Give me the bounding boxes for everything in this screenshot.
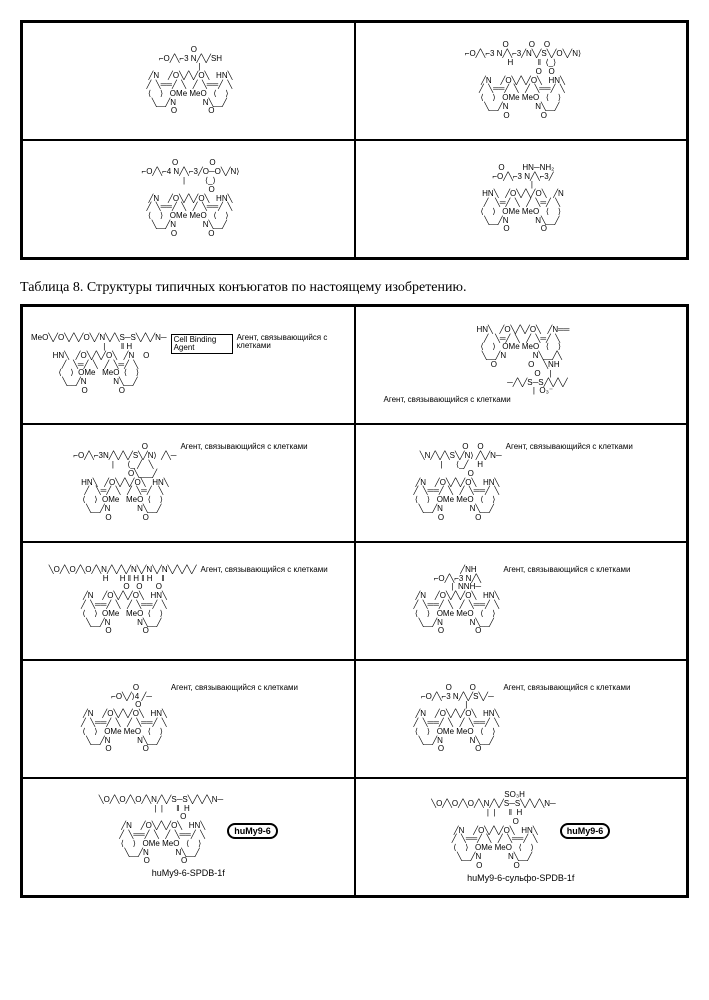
chem-structure: MeO╲╱O╲╱╲╱O╲╱N╲╱╲S─S╲╱╲╱N─ | ‖ H HN╲ ╱O╲… bbox=[31, 334, 167, 396]
main-cell-6: ╱NH ⌐O╱╲⌐3 N╱╲ | NNH─ ╱N ╱O╲╱╲╱O╲ HN╲ ╱ … bbox=[355, 542, 688, 660]
chem-structure: O ⌐O╱╲⌐3N╱╲╱╲╱S╲╱N⟩ ╱╲─ | ⟨_ ╱ ╲ O╲___╱ … bbox=[69, 443, 177, 522]
compound-name: huMy9-6-SPDB-1f bbox=[152, 868, 225, 878]
chem-structure: ╱NH ⌐O╱╲⌐3 N╱╲ | NNH─ ╱N ╱O╲╱╲╱O╲ HN╲ ╱ … bbox=[411, 566, 499, 636]
chem-structure: ╲O╱╲O╱╲O╱╲N╱╲╱S─S╲╱╲╱╲N─ | | ‖ H O ╱N ╱O… bbox=[99, 796, 223, 866]
top-structures-grid: O ⌐O╱╲⌐3 N╱╲╱SH | ╱N ╱O╲╱╲╱O╲ HN╲ ╱ ╲══╱… bbox=[20, 20, 689, 260]
agent-label: Агент, связывающийся с клетками bbox=[503, 566, 630, 574]
top-cell-4: O HN─NH₂ ⌐O╱╲⌐3 N╱╲⌐3╱ | HN╲ ╱O╲╱╲╱O╲ ╱N… bbox=[355, 140, 688, 258]
cba-box-label: Cell Binding Agent bbox=[171, 334, 233, 354]
top-cell-1: O ⌐O╱╲⌐3 N╱╲╱SH | ╱N ╱O╲╱╲╱O╲ HN╲ ╱ ╲══╱… bbox=[22, 22, 355, 140]
agent-label: Агент, связывающийся с клетками bbox=[506, 443, 633, 451]
compound-name: huMy9-6-сульфо-SPDB-1f bbox=[467, 873, 574, 883]
main-cell-2: HN╲ ╱O╲╱╲╱O╲ ╱N══ ╱ ╲═╱ ╲ ╱ ╲═╱ ╲ ⟨ ⟩ OM… bbox=[355, 306, 688, 424]
chem-structure: O ⌐O╲╱⟩4 ╱─ O ╱N ╱O╲╱╲╱O╲ HN╲ ╱ ╲══╱ ╲ ╱… bbox=[79, 684, 167, 754]
main-cell-7: O ⌐O╲╱⟩4 ╱─ O ╱N ╱O╲╱╲╱O╲ HN╲ ╱ ╲══╱ ╲ ╱… bbox=[22, 660, 355, 778]
chem-structure: O O ╲N╱╲╱╲S╲╱N⟩ ╱╲╱N─ | ⟨_╱ H O ╱N ╱O╲╱╲… bbox=[409, 443, 502, 522]
main-cell-3: O ⌐O╱╲⌐3N╱╲╱╲╱S╲╱N⟩ ╱╲─ | ⟨_ ╱ ╲ O╲___╱ … bbox=[22, 424, 355, 542]
chem-structure: O O ⌐O╱╲⌐4 N╱╲⌐3╱O─O╲╱N⟩ | ⟨_⟩ O ╱N ╱O╲╱… bbox=[137, 159, 239, 238]
agent-label: Агент, связывающийся с клетками bbox=[171, 684, 298, 692]
main-conjugates-grid: MeO╲╱O╲╱╲╱O╲╱N╲╱╲S─S╲╱╲╱N─ | ‖ H HN╲ ╱O╲… bbox=[20, 304, 689, 898]
main-cell-4: O O ╲N╱╲╱╲S╲╱N⟩ ╱╲╱N─ | ⟨_╱ H O ╱N ╱O╲╱╲… bbox=[355, 424, 688, 542]
main-cell-10: SO₃H ╲O╱╲O╱╲O╱╲N╱╲╱S─S╲╱╲╱╲N─ | | ‖ H O … bbox=[355, 778, 688, 896]
chem-structure: HN╲ ╱O╲╱╲╱O╲ ╱N══ ╱ ╲═╱ ╲ ╱ ╲═╱ ╲ ⟨ ⟩ OM… bbox=[472, 326, 569, 396]
chem-structure: SO₃H ╲O╱╲O╱╲O╱╲N╱╲╱S─S╲╱╲╱╲N─ | | ‖ H O … bbox=[431, 791, 555, 870]
main-cell-5: ╲O╱╲O╱╲O╱╲N╱╲╱╲╱N╲╱N╲╱N╲╱╲╱╲╱ H H ‖ H ‖ … bbox=[22, 542, 355, 660]
table-caption: Таблица 8. Структуры типичных конъюгатов… bbox=[20, 280, 689, 296]
antibody-badge: huMy9-6 bbox=[560, 823, 611, 839]
agent-label: Агент, связывающийся с клетками bbox=[180, 443, 307, 451]
top-cell-2: O O O ⌐O╱╲⌐3 N╱╲⌐3╱N╲╱S╲╱O╲╱N⟩ H ‖ ⟨_⟩ O… bbox=[355, 22, 688, 140]
main-cell-1: MeO╲╱O╲╱╲╱O╲╱N╲╱╲S─S╲╱╲╱N─ | ‖ H HN╲ ╱O╲… bbox=[22, 306, 355, 424]
chem-structure: O O ⌐O╱╲⌐3 N╱╲╱S╲╱─ | ╱N ╱O╲╱╲╱O╲ HN╲ ╱ … bbox=[411, 684, 499, 754]
agent-label: Агент, связывающийся с клетками bbox=[237, 334, 346, 350]
agent-label: Агент, связывающийся с клетками bbox=[503, 684, 630, 692]
agent-label: Агент, связывающийся с клетками bbox=[384, 396, 511, 404]
main-cell-9: ╲O╱╲O╱╲O╱╲N╱╲╱S─S╲╱╲╱╲N─ | | ‖ H O ╱N ╱O… bbox=[22, 778, 355, 896]
main-cell-8: O O ⌐O╱╲⌐3 N╱╲╱S╲╱─ | ╱N ╱O╲╱╲╱O╲ HN╲ ╱ … bbox=[355, 660, 688, 778]
chem-structure: O O O ⌐O╱╲⌐3 N╱╲⌐3╱N╲╱S╲╱O╲╱N⟩ H ‖ ⟨_⟩ O… bbox=[460, 41, 581, 120]
chem-structure: O HN─NH₂ ⌐O╱╲⌐3 N╱╲⌐3╱ | HN╲ ╱O╲╱╲╱O╲ ╱N… bbox=[478, 164, 564, 234]
antibody-badge: huMy9-6 bbox=[227, 823, 278, 839]
top-cell-3: O O ⌐O╱╲⌐4 N╱╲⌐3╱O─O╲╱N⟩ | ⟨_⟩ O ╱N ╱O╲╱… bbox=[22, 140, 355, 258]
chem-structure: ╲O╱╲O╱╲O╱╲N╱╲╱╲╱N╲╱N╲╱N╲╱╲╱╲╱ H H ‖ H ‖ … bbox=[49, 566, 197, 636]
chem-structure: O ⌐O╱╲⌐3 N╱╲╱SH | ╱N ╱O╲╱╲╱O╲ HN╲ ╱ ╲══╱… bbox=[144, 46, 232, 116]
agent-label: Агент, связывающийся с клетками bbox=[201, 566, 328, 574]
